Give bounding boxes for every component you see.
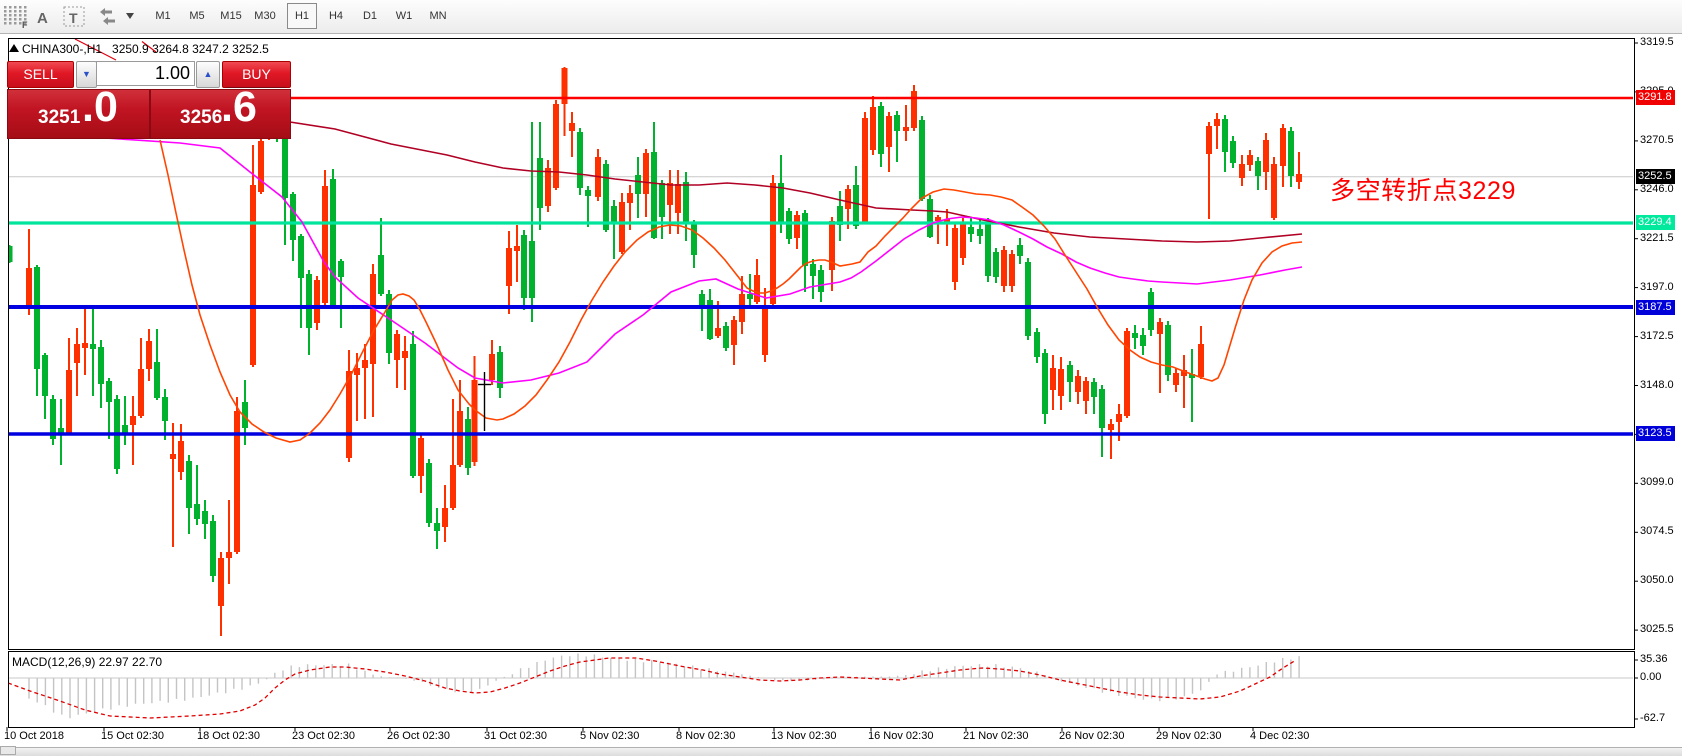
svg-text:F: F	[22, 20, 28, 30]
svg-text:A: A	[37, 10, 48, 27]
svg-text:T: T	[69, 10, 78, 26]
